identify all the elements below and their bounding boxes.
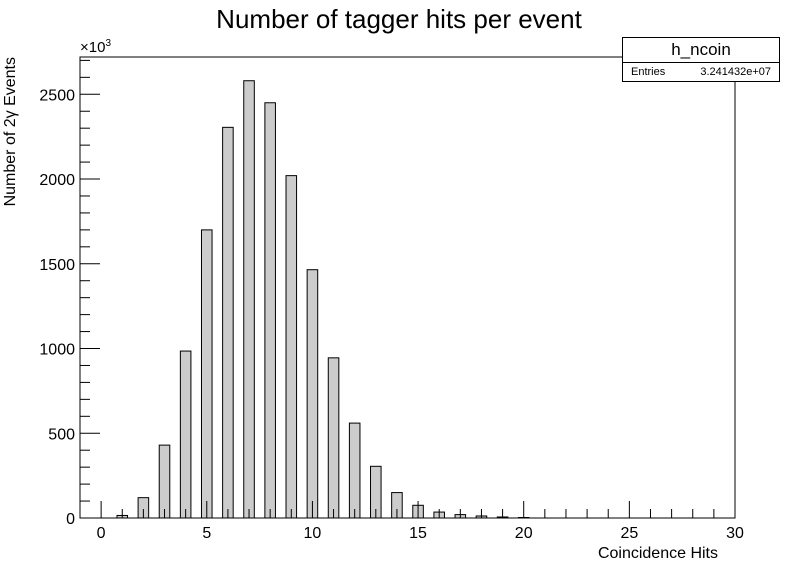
y-tick-label-1500: 1500 <box>39 257 75 274</box>
bar-5 <box>200 229 213 519</box>
stats-entries-row: Entries 3.241432e+07 <box>623 63 779 82</box>
bar-12 <box>348 422 361 519</box>
x-tick-label-10: 10 <box>304 525 322 542</box>
stats-entries-label: Entries <box>631 66 666 78</box>
bar-6 <box>222 126 234 519</box>
bars-group <box>116 80 530 519</box>
x-tick-label-20: 20 <box>515 525 533 542</box>
bar-8 <box>264 102 276 519</box>
chart-title: Number of tagger hits per event <box>216 4 582 34</box>
y-axis-label: Number of 2γ Events <box>2 57 19 206</box>
bar-11 <box>327 357 340 519</box>
bar-10 <box>306 269 319 519</box>
y-tick-label-0: 0 <box>66 511 75 528</box>
y-multiplier: ×103 <box>80 38 111 56</box>
y-tick-label-2500: 2500 <box>39 87 75 104</box>
y-tick-label-2000: 2000 <box>39 172 75 189</box>
x-tick-label-30: 30 <box>726 525 744 542</box>
bar-9 <box>285 175 298 519</box>
bar-7 <box>243 80 255 519</box>
y-tick-label-1000: 1000 <box>39 342 75 359</box>
stats-histogram-name: h_ncoin <box>623 38 779 63</box>
x-tick-label-25: 25 <box>620 525 638 542</box>
y-axis: 0 500 1000 1500 2000 2500 <box>39 59 100 528</box>
x-tick-label-5: 5 <box>202 525 211 542</box>
x-tick-label-15: 15 <box>409 525 427 542</box>
bar-3 <box>158 444 171 519</box>
plot-frame <box>79 56 736 519</box>
x-axis-label: Coincidence Hits <box>598 545 718 562</box>
bar-4 <box>179 350 192 519</box>
x-axis: 0 5 10 15 20 25 30 <box>97 501 744 542</box>
x-tick-label-0: 0 <box>97 525 106 542</box>
stats-entries-value: 3.241432e+07 <box>700 66 771 78</box>
stats-box: h_ncoin Entries 3.241432e+07 <box>622 37 780 82</box>
y-tick-label-500: 500 <box>48 426 75 443</box>
